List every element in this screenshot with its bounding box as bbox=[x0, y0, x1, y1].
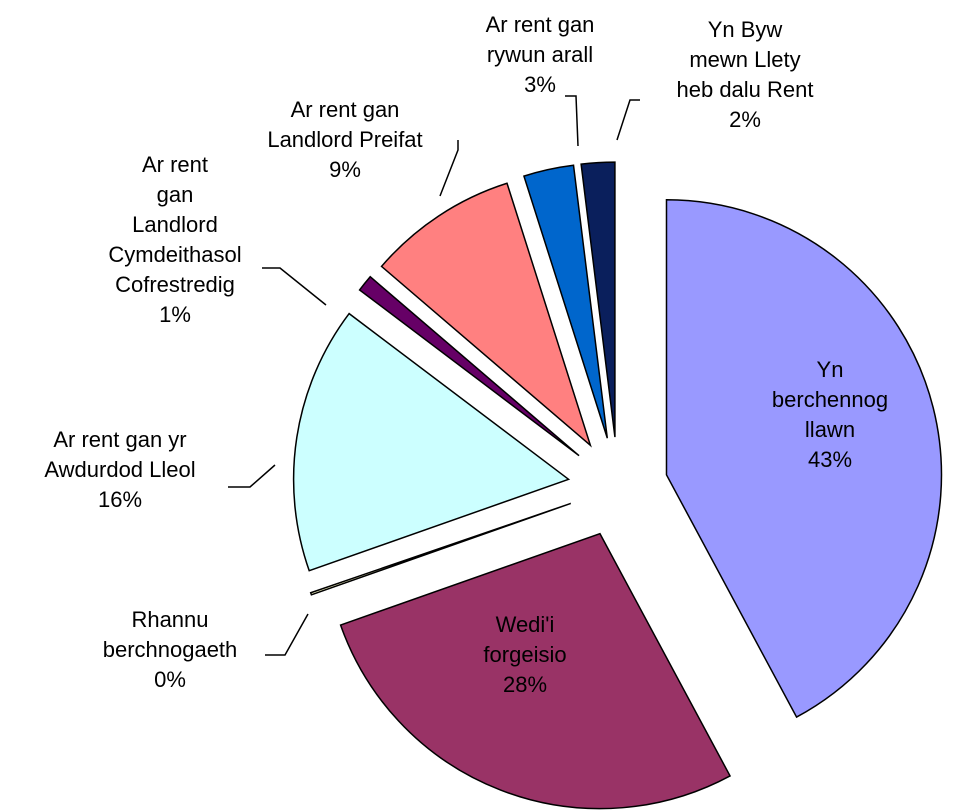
slice-label: Ar rent gan yr Awdurdod Lleol 16% bbox=[44, 425, 195, 515]
value-label: 3% bbox=[524, 72, 556, 97]
category-label: Yn Byw mewn Llety heb dalu Rent bbox=[676, 17, 814, 102]
pie-slice bbox=[380, 182, 592, 448]
category-label: Yn berchennog llawn bbox=[771, 357, 889, 442]
category-label: Wedi'i forgeisio bbox=[483, 612, 567, 667]
leader-line bbox=[616, 99, 640, 141]
value-label: 9% bbox=[329, 157, 361, 182]
pie-slice bbox=[339, 532, 732, 810]
slice-label: Wedi'i forgeisio 28% bbox=[483, 610, 566, 700]
leader-line bbox=[228, 464, 276, 488]
category-label: Ar rent gan yr Awdurdod Lleol bbox=[44, 427, 196, 482]
value-label: 0% bbox=[154, 667, 186, 692]
slice-label: Yn Byw mewn Llety heb dalu Rent 2% bbox=[677, 15, 814, 135]
slice-label: Ar rent gan Landlord Preifat 9% bbox=[267, 95, 422, 185]
pie-slice bbox=[358, 275, 580, 457]
slice-label: Rhannu berchnogaeth 0% bbox=[103, 605, 238, 695]
value-label: 43% bbox=[807, 447, 853, 472]
category-label: Rhannu berchnogaeth bbox=[102, 607, 238, 662]
value-label: 28% bbox=[502, 672, 548, 697]
pie-slice bbox=[665, 199, 943, 719]
slice-label: Ar rent gan Landlord Cymdeithasol Cofres… bbox=[108, 150, 241, 330]
leader-line bbox=[439, 140, 459, 197]
slice-label: Yn berchennog llawn 43% bbox=[764, 355, 897, 475]
category-label: Ar rent gan rywun arall bbox=[485, 12, 595, 67]
category-label: Ar rent gan Landlord Preifat bbox=[267, 97, 423, 152]
pie-slice bbox=[292, 312, 571, 572]
leader-line bbox=[565, 95, 579, 147]
category-label: Ar rent gan Landlord Cymdeithasol Cofres… bbox=[108, 152, 242, 297]
leader-line bbox=[262, 267, 327, 306]
value-label: 2% bbox=[729, 107, 761, 132]
leader-line bbox=[265, 613, 309, 656]
value-label: 16% bbox=[97, 487, 143, 512]
pie-slice bbox=[580, 161, 616, 438]
pie-slice bbox=[309, 502, 572, 596]
pie-slice bbox=[522, 164, 609, 439]
value-label: 1% bbox=[159, 302, 191, 327]
slice-label: Ar rent gan rywun arall 3% bbox=[486, 10, 595, 100]
